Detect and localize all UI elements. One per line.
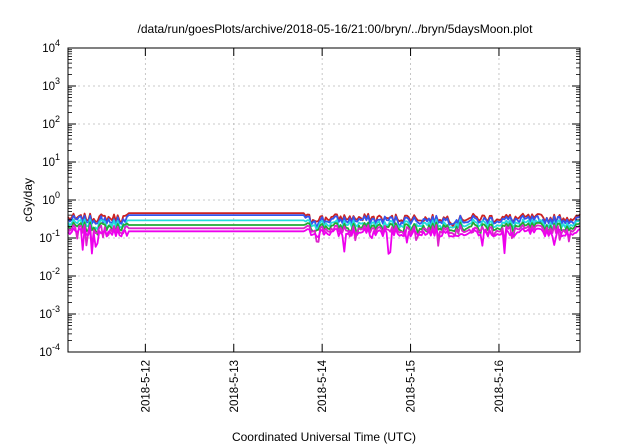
x-tick-label: 2018-5-15 xyxy=(406,360,418,412)
grid xyxy=(68,48,580,352)
series-line-5 xyxy=(67,224,581,249)
x-tick-label: 2018-5-13 xyxy=(229,360,241,412)
series-layer xyxy=(67,212,581,255)
series-line-1 xyxy=(67,212,581,228)
x-tick-label: 2018-5-12 xyxy=(140,360,152,412)
y-tick-label: 10-4 xyxy=(39,342,60,359)
chart-title: /data/run/goesPlots/archive/2018-05-16/2… xyxy=(138,22,534,36)
y-tick-label: 101 xyxy=(42,152,60,169)
y-tick-label: 102 xyxy=(42,114,60,131)
y-tick-label: 10-2 xyxy=(39,266,60,283)
ticks xyxy=(68,47,580,353)
series-line-3 xyxy=(67,218,581,233)
y-axis-label: cGy/day xyxy=(21,178,35,222)
x-tick-label: 2018-5-14 xyxy=(317,359,329,412)
y-tick-label: 100 xyxy=(42,190,60,207)
y-tick-label: 10-1 xyxy=(39,228,60,245)
series-line-4 xyxy=(67,221,581,236)
x-axis-label: Coordinated Universal Time (UTC) xyxy=(232,430,416,444)
y-tick-label: 103 xyxy=(42,76,60,93)
y-tick-label: 10-3 xyxy=(39,304,60,321)
x-tick-labels: 2018-5-12 2018-5-13 2018-5-14 2018-5-15 2018… xyxy=(140,359,506,412)
series-line-2 xyxy=(67,214,581,229)
y-tick-label: 104 xyxy=(42,38,60,55)
series-line-6 xyxy=(67,227,581,255)
y-tick-labels: 10-4 10-3 10-2 10-1 100 101 102 103 104 xyxy=(39,38,60,359)
x-tick-label: 2018-5-16 xyxy=(494,360,506,412)
